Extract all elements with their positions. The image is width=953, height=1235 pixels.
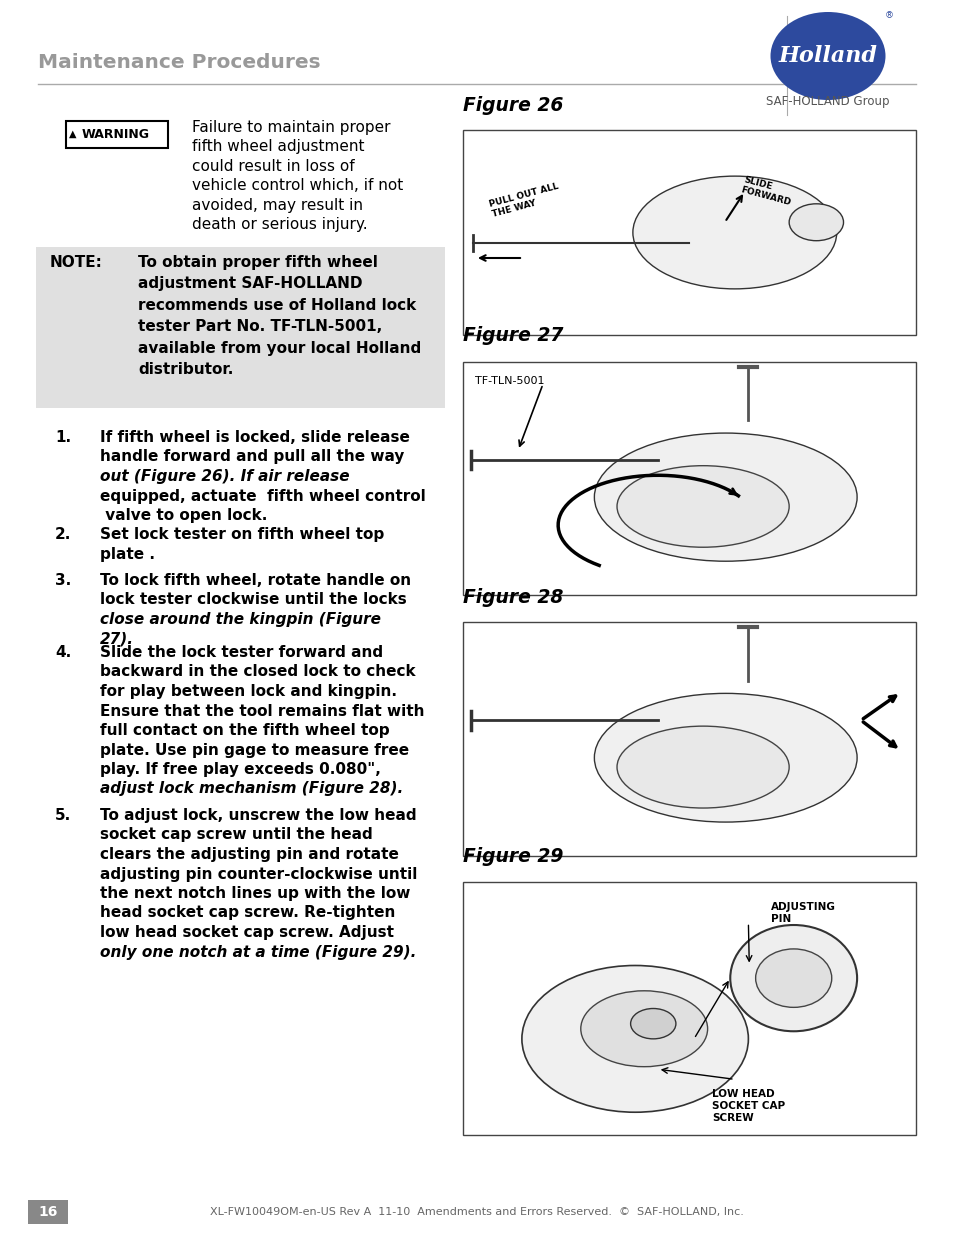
Text: 3.: 3. [55, 573, 71, 588]
Text: NOTE:: NOTE: [50, 254, 103, 270]
Text: XL-FW10049OM-en-US Rev A  11-10  Amendments and Errors Reserved.  ©  SAF-HOLLAND: XL-FW10049OM-en-US Rev A 11-10 Amendment… [210, 1207, 743, 1216]
Ellipse shape [617, 466, 788, 547]
Ellipse shape [594, 693, 856, 823]
Bar [462, 362, 915, 595]
Text: valve to open lock.: valve to open lock. [100, 508, 267, 522]
Text: full contact on the fifth wheel top: full contact on the fifth wheel top [100, 722, 389, 739]
Text: Set lock tester on fifth wheel top: Set lock tester on fifth wheel top [100, 527, 384, 542]
Text: socket cap screw until the head: socket cap screw until the head [100, 827, 373, 842]
Ellipse shape [630, 1009, 676, 1039]
Text: If fifth wheel is locked, slide release: If fifth wheel is locked, slide release [100, 430, 410, 445]
Text: Figure 26: Figure 26 [462, 96, 563, 115]
Text: Ensure that the tool remains flat with: Ensure that the tool remains flat with [100, 704, 424, 719]
Text: Slide the lock tester forward and: Slide the lock tester forward and [100, 645, 383, 659]
Ellipse shape [770, 12, 884, 100]
Text: backward in the closed lock to check: backward in the closed lock to check [100, 664, 416, 679]
Text: To obtain proper fifth wheel: To obtain proper fifth wheel [138, 254, 377, 270]
Text: recommends use of Holland lock: recommends use of Holland lock [138, 298, 416, 312]
Text: ADJUSTING
PIN: ADJUSTING PIN [770, 903, 835, 924]
Bar [36, 247, 444, 408]
Text: 1.: 1. [55, 430, 71, 445]
Text: clears the adjusting pin and rotate: clears the adjusting pin and rotate [100, 847, 398, 862]
Text: the next notch lines up with the low: the next notch lines up with the low [100, 885, 410, 902]
Text: head socket cap screw. Re-tighten: head socket cap screw. Re-tighten [100, 905, 395, 920]
Text: ▲: ▲ [69, 128, 76, 140]
Ellipse shape [632, 177, 836, 289]
Text: To adjust lock, unscrew the low head: To adjust lock, unscrew the low head [100, 808, 416, 823]
Text: close around the kingpin (Figure: close around the kingpin (Figure [100, 613, 380, 627]
Text: low head socket cap screw. Adjust: low head socket cap screw. Adjust [100, 925, 394, 940]
Text: 5.: 5. [55, 808, 71, 823]
Text: adjusting pin counter-clockwise until: adjusting pin counter-clockwise until [100, 867, 417, 882]
Text: Figure 29: Figure 29 [462, 847, 563, 866]
Ellipse shape [521, 966, 747, 1113]
Text: ®: ® [884, 11, 893, 20]
Bar [66, 121, 168, 148]
Text: fifth wheel adjustment: fifth wheel adjustment [192, 140, 364, 154]
Ellipse shape [788, 204, 842, 241]
Text: death or serious injury.: death or serious injury. [192, 217, 367, 232]
Text: 16: 16 [38, 1205, 57, 1219]
Text: only one notch at a time (Figure 29).: only one notch at a time (Figure 29). [100, 945, 416, 960]
Text: distributor.: distributor. [138, 362, 233, 377]
Text: 2.: 2. [55, 527, 71, 542]
Text: for play between lock and kingpin.: for play between lock and kingpin. [100, 684, 396, 699]
Text: Figure 27: Figure 27 [462, 326, 563, 345]
Ellipse shape [580, 990, 707, 1067]
Text: plate. Use pin gage to measure free: plate. Use pin gage to measure free [100, 742, 409, 757]
Text: Failure to maintain proper: Failure to maintain proper [192, 120, 390, 135]
Ellipse shape [617, 726, 788, 808]
Text: play. If free play exceeds 0.080",: play. If free play exceeds 0.080", [100, 762, 380, 777]
Text: To lock fifth wheel, rotate handle on: To lock fifth wheel, rotate handle on [100, 573, 411, 588]
Text: SAF-HOLLAND Group: SAF-HOLLAND Group [765, 95, 889, 107]
Bar [462, 130, 915, 335]
Bar [462, 622, 915, 856]
Text: lock tester clockwise until the locks: lock tester clockwise until the locks [100, 593, 406, 608]
Text: adjustment SAF-HOLLAND: adjustment SAF-HOLLAND [138, 277, 362, 291]
Text: vehicle control which, if not: vehicle control which, if not [192, 179, 403, 194]
Text: LOW HEAD
SOCKET CAP
SCREW: LOW HEAD SOCKET CAP SCREW [711, 1089, 784, 1123]
Text: 27).: 27). [100, 631, 133, 646]
Text: handle forward and pull all the way: handle forward and pull all the way [100, 450, 404, 464]
Text: TF-TLN-5001: TF-TLN-5001 [475, 375, 544, 387]
Text: SLIDE
FORWARD: SLIDE FORWARD [739, 175, 794, 207]
Text: out (Figure 26). If air release: out (Figure 26). If air release [100, 469, 349, 484]
Text: plate .: plate . [100, 547, 154, 562]
Text: 4.: 4. [55, 645, 71, 659]
Text: Maintenance Procedures: Maintenance Procedures [38, 53, 320, 72]
Ellipse shape [755, 948, 831, 1008]
Text: could result in loss of: could result in loss of [192, 159, 355, 174]
Text: equipped, actuate  fifth wheel control: equipped, actuate fifth wheel control [100, 489, 425, 504]
Text: avoided, may result in: avoided, may result in [192, 198, 363, 212]
Text: Figure 28: Figure 28 [462, 588, 563, 606]
Ellipse shape [729, 925, 856, 1031]
Text: WARNING: WARNING [82, 127, 150, 141]
Bar [462, 882, 915, 1135]
Text: PULL OUT ALL
THE WAY: PULL OUT ALL THE WAY [488, 182, 561, 219]
Text: adjust lock mechanism (Figure 28).: adjust lock mechanism (Figure 28). [100, 782, 403, 797]
Text: tester Part No. TF-TLN-5001,: tester Part No. TF-TLN-5001, [138, 320, 382, 335]
Text: Holland: Holland [778, 44, 877, 67]
Ellipse shape [594, 433, 856, 561]
Text: available from your local Holland: available from your local Holland [138, 341, 421, 356]
Bar [28, 1200, 68, 1224]
